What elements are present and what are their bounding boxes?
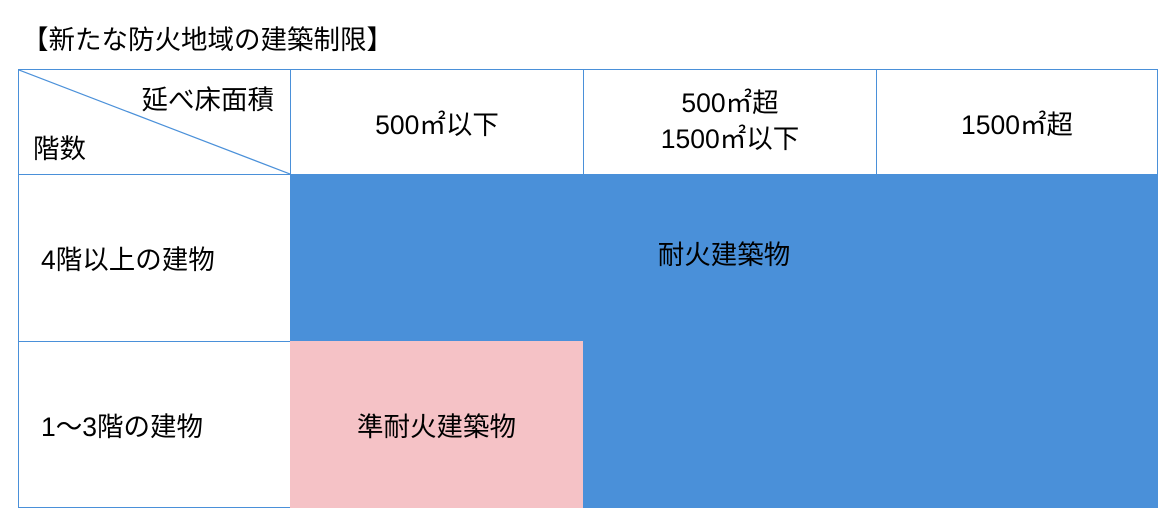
col-header-3: 1500㎡超 <box>877 70 1158 175</box>
table-header-row: 延べ床面積 階数 500㎡以下 500㎡超1500㎡以下 1500㎡超 <box>19 70 1158 175</box>
semi-fireproof-label: 準耐火建築物 <box>357 405 516 444</box>
row-header-2: 1〜3階の建物 <box>19 341 291 508</box>
row-header-1: 4階以上の建物 <box>19 175 291 342</box>
table-row: 4階以上の建物 耐火建築物 準耐火建築物 <box>19 175 1158 342</box>
semi-fireproof-cell: 準耐火建築物 <box>290 340 584 508</box>
fireproof-label: 耐火建築物 <box>291 233 1157 272</box>
corner-top-label: 延べ床面積 <box>142 78 275 117</box>
restrictions-table: 延べ床面積 階数 500㎡以下 500㎡超1500㎡以下 1500㎡超 4階以上… <box>18 69 1158 508</box>
col-header-2: 500㎡超1500㎡以下 <box>584 70 877 175</box>
fireproof-cell: 耐火建築物 準耐火建築物 <box>291 175 1158 508</box>
col-header-1: 500㎡以下 <box>291 70 584 175</box>
corner-bottom-label: 階数 <box>33 127 86 166</box>
page-title: 【新たな防火地域の建築制限】 <box>18 18 1157 57</box>
corner-cell: 延べ床面積 階数 <box>19 70 291 175</box>
